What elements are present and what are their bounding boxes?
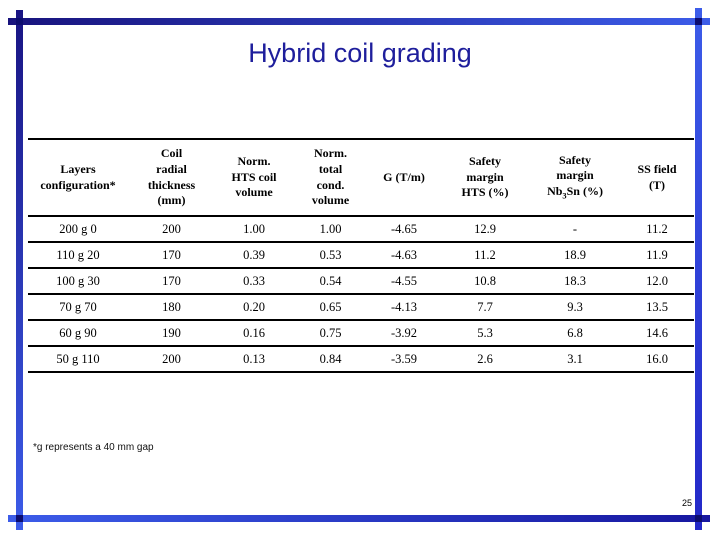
- slide-title: Hybrid coil grading: [248, 38, 472, 68]
- table-cell: 2.6: [440, 346, 530, 373]
- table-cell: -4.55: [368, 268, 440, 295]
- table-cell: -4.63: [368, 242, 440, 269]
- column-header: Layers configuration*: [28, 139, 128, 217]
- table-cell: 1.00: [215, 216, 293, 243]
- table-cell: 200 g 0: [28, 216, 128, 243]
- table-cell: 10.8: [440, 268, 530, 295]
- table-cell: 9.3: [530, 294, 620, 321]
- table-cell: 0.39: [215, 242, 293, 269]
- table-cell: 11.2: [620, 216, 694, 243]
- frame-bar-right: [695, 8, 702, 530]
- table-cell: 0.33: [215, 268, 293, 295]
- table-cell: 18.3: [530, 268, 620, 295]
- table-cell: 0.13: [215, 346, 293, 373]
- table-cell: 200: [128, 346, 215, 373]
- table-cell: 190: [128, 320, 215, 347]
- table-cell: 100 g 30: [28, 268, 128, 295]
- table-cell: 0.75: [293, 320, 368, 347]
- table-cell: 70 g 70: [28, 294, 128, 321]
- table-cell: 0.16: [215, 320, 293, 347]
- frame-corner-node: [16, 18, 23, 25]
- table-cell: 0.84: [293, 346, 368, 373]
- frame-corner-node: [695, 18, 702, 25]
- table-row: 60 g 90 190 0.16 0.75 -3.92 5.3 6.8 14.6: [28, 320, 694, 347]
- table-cell: 18.9: [530, 242, 620, 269]
- frame-corner-node: [695, 515, 702, 522]
- table-cell: 0.53: [293, 242, 368, 269]
- table-cell: 5.3: [440, 320, 530, 347]
- table-cell: -4.65: [368, 216, 440, 243]
- table-cell: -3.59: [368, 346, 440, 373]
- table-cell: 16.0: [620, 346, 694, 373]
- table-cell: 13.5: [620, 294, 694, 321]
- table-cell: 12.9: [440, 216, 530, 243]
- table-cell: 6.8: [530, 320, 620, 347]
- column-header: Coil radial thickness (mm): [128, 139, 215, 217]
- coil-grading-table: Layers configuration* Coil radial thickness(…: [28, 138, 694, 373]
- frame-corner-node: [16, 515, 23, 522]
- table-cell: 170: [128, 268, 215, 295]
- page-number: 25: [681, 498, 692, 508]
- table-row: 50 g 110 200 0.13 0.84 -3.59 2.6 3.1 16.0: [28, 346, 694, 373]
- table-cell: 110 g 20: [28, 242, 128, 269]
- table-cell: 170: [128, 242, 215, 269]
- table-cell: -3.92: [368, 320, 440, 347]
- column-header: Safety margin Nb3Sn (%): [530, 139, 620, 217]
- table-row: 70 g 70 180 0.20 0.65 -4.13 7.7 9.3 13.5: [28, 294, 694, 321]
- table-cell: 0.20: [215, 294, 293, 321]
- table-cell: 11.9: [620, 242, 694, 269]
- table-cell: 50 g 110: [28, 346, 128, 373]
- table-header-row: Layers configuration* Coil radial thickness(…: [28, 139, 694, 217]
- table-cell: 60 g 90: [28, 320, 128, 347]
- table-cell: 180: [128, 294, 215, 321]
- table-cell: 200: [128, 216, 215, 243]
- column-header: Safety margin HTS (%): [440, 139, 530, 217]
- table-cell: 11.2: [440, 242, 530, 269]
- table-row: 110 g 20 170 0.39 0.53 -4.63 11.2 18.9 11.9: [28, 242, 694, 269]
- frame-bar-top: [8, 18, 710, 25]
- table-cell: 7.7: [440, 294, 530, 321]
- table-header: Layers configuration* Coil radial thickness(…: [28, 139, 694, 217]
- table-cell: -: [530, 216, 620, 243]
- table-cell: 12.0: [620, 268, 694, 295]
- table-cell: 0.54: [293, 268, 368, 295]
- frame-bar-bottom: [8, 515, 710, 522]
- table-cell: 14.6: [620, 320, 694, 347]
- table-row: 100 g 30 170 0.33 0.54 -4.55 10.8 18.3 12.0: [28, 268, 694, 295]
- table-cell: 0.65: [293, 294, 368, 321]
- column-header: SS field (T): [620, 139, 694, 217]
- table-cell: -4.13: [368, 294, 440, 321]
- footnote: *g represents a 40 mm gap: [33, 442, 154, 453]
- table-cell: 3.1: [530, 346, 620, 373]
- column-header: Norm. HTS coil volume: [215, 139, 293, 217]
- table-row: 200 g 0 200 1.00 1.00 -4.65 12.9-11.2: [28, 216, 694, 243]
- column-header: G (T/m): [368, 139, 440, 217]
- table-cell: 1.00: [293, 216, 368, 243]
- frame-bar-left: [16, 10, 23, 530]
- column-header: Norm. total cond. volume: [293, 139, 368, 217]
